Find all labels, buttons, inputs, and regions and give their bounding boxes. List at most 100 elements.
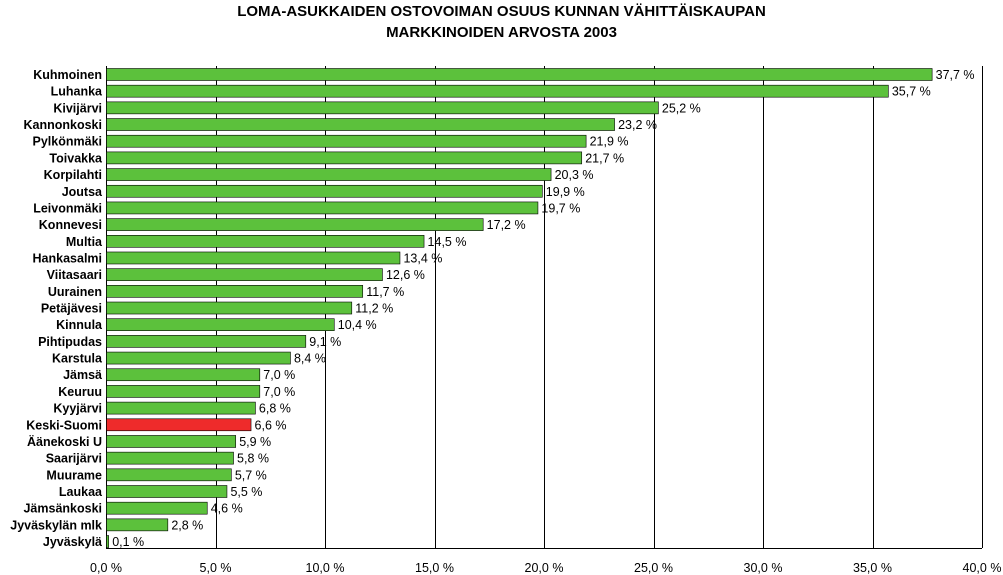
category-label: Karstula — [52, 352, 103, 366]
category-label: Kinnula — [56, 318, 103, 332]
category-label: Jyväskylä — [43, 535, 102, 549]
category-label: Saarijärvi — [46, 452, 102, 466]
bar — [106, 435, 237, 448]
bar-highlight — [106, 418, 252, 432]
category-label: Kyyjärvi — [53, 402, 102, 416]
category-label: Petäjävesi — [41, 302, 102, 316]
data-label: 7,0 % — [263, 368, 295, 382]
bar — [106, 451, 234, 465]
data-label: 25,2 % — [662, 101, 701, 115]
category-label: Uurainen — [48, 285, 102, 299]
category-label: Jämsä — [63, 368, 102, 382]
data-label: 8,4 % — [294, 352, 326, 366]
labels: 0,0 % 5,0 % 10,0 % 15,0 % 20,0 % 25,0 % 30,0 %… — [10, 68, 1001, 575]
bar — [106, 235, 425, 248]
chart-title-line1: LOMA-ASUKKAIDEN OSTOVOIMAN OSUUS KUNNAN … — [237, 3, 766, 20]
bar — [106, 101, 659, 115]
x-tick-label: 30,0 % — [744, 561, 783, 575]
x-tick-label: 0,0 % — [90, 561, 122, 575]
data-label: 11,2 % — [355, 302, 393, 316]
data-label: 19,7 % — [541, 201, 580, 215]
data-label: 21,9 % — [590, 135, 629, 149]
x-tick-label: 5,0 % — [200, 561, 232, 575]
data-label: 4,6 % — [211, 502, 243, 516]
bar — [106, 201, 539, 215]
bar — [106, 385, 261, 398]
category-label: Kivijärvi — [53, 101, 102, 115]
bar — [106, 535, 109, 548]
data-label: 20,3 % — [555, 168, 594, 182]
category-label: Keski-Suomi — [26, 418, 102, 432]
category-label: Leivonmäki — [33, 201, 102, 215]
data-label: 5,5 % — [230, 485, 262, 499]
bar — [106, 168, 552, 181]
bar — [106, 501, 208, 515]
data-label: 2,8 % — [171, 518, 203, 532]
bar — [106, 518, 169, 532]
bar — [106, 118, 615, 131]
bar — [106, 268, 383, 281]
data-label: 11,7 % — [366, 285, 404, 299]
category-label: Pylkönmäki — [33, 135, 102, 149]
category-label: Hankasalmi — [33, 251, 102, 265]
data-label: 5,9 % — [239, 435, 271, 449]
bar — [106, 218, 484, 231]
category-label: Joutsa — [62, 185, 103, 199]
category-label: Jämsänkoski — [23, 502, 102, 516]
category-label: Muurame — [46, 468, 102, 482]
category-label: Kannonkoski — [24, 118, 103, 132]
category-label: Laukaa — [59, 485, 103, 499]
bar — [106, 68, 933, 81]
bar — [106, 251, 401, 265]
data-label: 9,1 % — [309, 335, 341, 349]
x-tick-label: 40,0 % — [963, 561, 1002, 575]
bar — [106, 84, 889, 98]
data-label: 37,7 % — [936, 68, 975, 82]
bar — [106, 351, 291, 365]
data-label: 12,6 % — [386, 268, 425, 282]
data-label: 5,8 % — [237, 452, 269, 466]
category-label: Konnevesi — [39, 218, 102, 232]
category-label: Äänekoski U — [27, 434, 102, 449]
bar — [106, 335, 307, 348]
x-tick-label: 25,0 % — [634, 561, 673, 575]
data-label: 14,5 % — [428, 235, 467, 249]
data-label: 23,2 % — [618, 118, 657, 132]
category-label: Toivakka — [49, 151, 103, 165]
bar — [106, 468, 232, 482]
data-label: 0,1 % — [112, 535, 144, 549]
data-label: 13,4 % — [403, 251, 442, 265]
data-label: 6,8 % — [259, 402, 291, 416]
bar — [106, 184, 543, 198]
data-label: 19,9 % — [546, 185, 585, 199]
bar — [106, 485, 228, 498]
bar — [106, 401, 256, 415]
x-tick-label: 35,0 % — [853, 561, 892, 575]
data-label: 7,0 % — [263, 385, 295, 399]
category-label: Pihtipudas — [38, 335, 102, 349]
bar — [106, 301, 353, 315]
chart-title: LOMA-ASUKKAIDEN OSTOVOIMAN OSUUS KUNNAN … — [0, 0, 1003, 43]
bar — [106, 318, 335, 332]
data-label: 5,7 % — [235, 468, 267, 482]
bar — [106, 151, 583, 165]
category-label: Luhanka — [51, 85, 103, 99]
data-label: 35,7 % — [892, 85, 931, 99]
x-tick-label: 20,0 % — [525, 561, 564, 575]
data-label: 6,6 % — [255, 418, 287, 432]
category-label: Keuruu — [58, 385, 102, 399]
x-tick-label: 10,0 % — [306, 561, 345, 575]
category-label: Viitasaari — [47, 268, 102, 282]
bar — [106, 134, 587, 148]
x-tick-label: 15,0 % — [415, 561, 454, 575]
category-label: Jyväskylän mlk — [10, 518, 102, 532]
bars — [106, 68, 933, 548]
bar — [106, 285, 364, 298]
category-label: Korpilahti — [44, 168, 102, 182]
data-label: 17,2 % — [487, 218, 526, 232]
data-label: 10,4 % — [338, 318, 377, 332]
chart-title-line2: MARKKINOIDEN ARVOSTA 2003 — [386, 24, 617, 41]
bar — [106, 368, 261, 382]
category-label: Kuhmoinen — [33, 68, 102, 82]
